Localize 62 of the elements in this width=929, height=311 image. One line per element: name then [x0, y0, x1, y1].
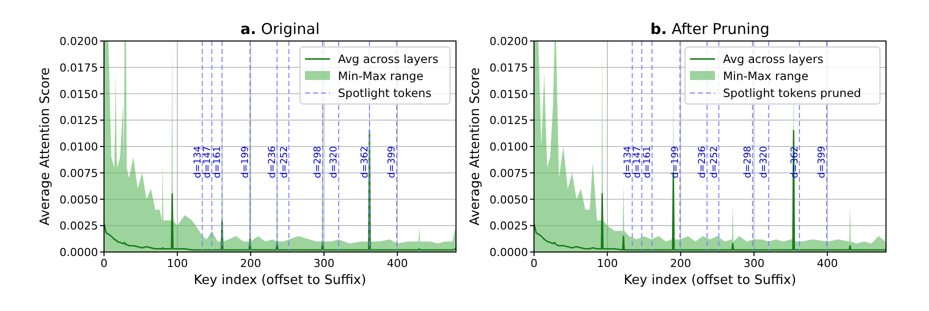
y-tick-label: 0.0000 — [490, 246, 528, 259]
ref-line-label: d=199 — [240, 146, 251, 178]
legend-label: Avg across layers — [723, 52, 824, 66]
ref-line-label: d=399 — [816, 146, 828, 178]
x-tick-label: 400 — [386, 257, 408, 270]
y-axis-title: Average Attention Score — [38, 67, 53, 226]
ref-line-label: d=161 — [642, 146, 654, 178]
y-tick-label: 0.0025 — [490, 220, 528, 233]
y-tick-label: 0.0050 — [60, 193, 98, 206]
y-tick-label: 0.0125 — [60, 114, 98, 128]
x-tick-label: 0 — [530, 257, 538, 270]
ref-line-label: d=147 — [202, 146, 213, 178]
ref-line-label: d=252 — [708, 146, 720, 178]
ref-line-label: d=362 — [359, 146, 370, 178]
annotation: Spotlight tokens pruned — [723, 86, 862, 100]
ref-line-label: d=236 — [267, 146, 278, 178]
chart-title: a. Original — [240, 20, 320, 38]
legend-label: Avg across layers — [338, 52, 438, 66]
ref-line-label: d=236 — [697, 146, 708, 178]
y-tick-label: 0.0125 — [490, 114, 528, 128]
ref-line-label: d=252 — [278, 146, 290, 178]
ref-line-label: d=362 — [789, 146, 800, 178]
line-series — [534, 130, 886, 251]
y-tick-label: 0.0175 — [490, 61, 528, 74]
x-tick-label: 400 — [816, 257, 838, 270]
ref-line-label: d=161 — [212, 146, 224, 178]
x-tick-label: 300 — [744, 257, 764, 270]
y-tick-label: 0.0100 — [490, 140, 528, 154]
ref-line-label: d=147 — [632, 146, 643, 178]
x-tick-label: 200 — [670, 257, 692, 270]
y-axis-title: Average Attention Score — [468, 67, 483, 226]
ref-line-label: d=298 — [312, 146, 324, 178]
annotation: Spotlight tokens — [338, 86, 432, 100]
ref-line-label: d=320 — [758, 146, 770, 178]
x-tick-label: 0 — [100, 257, 108, 270]
legend-label: Min-Max range — [723, 69, 808, 83]
ref-line-label: d=320 — [328, 146, 340, 178]
ref-line-label: d=399 — [386, 146, 398, 178]
x-axis-title: Key index (offset to Suffix) — [624, 273, 796, 288]
y-tick-label: 0.0075 — [490, 166, 528, 180]
x-axis-title: Key index (offset to Suffix) — [194, 273, 366, 288]
chart-title: b. After Pruning — [650, 20, 770, 38]
y-tick-label: 0.0175 — [60, 61, 98, 74]
y-tick-label: 0.0200 — [490, 35, 528, 48]
ref-line-label: d=298 — [742, 146, 754, 178]
ref-line-label: d=134 — [622, 146, 634, 178]
x-tick-label: 300 — [314, 257, 334, 270]
ref-line-label: d=199 — [670, 146, 681, 178]
y-tick-label: 0.0150 — [60, 88, 98, 101]
x-tick-label: 200 — [240, 257, 262, 270]
line-series — [104, 130, 456, 251]
y-tick-label: 0.0050 — [490, 193, 528, 206]
x-tick-label: 100 — [596, 257, 618, 270]
x-tick-label: 100 — [166, 257, 188, 270]
y-tick-label: 0.0075 — [60, 166, 98, 180]
y-tick-label: 0.0100 — [60, 140, 98, 154]
y-tick-label: 0.0000 — [60, 246, 98, 259]
y-tick-label: 0.0200 — [60, 35, 98, 48]
legend-label: Min-Max range — [338, 69, 424, 83]
ref-line-label: d=134 — [192, 146, 204, 178]
y-tick-label: 0.0150 — [490, 88, 528, 101]
y-tick-label: 0.0025 — [60, 220, 98, 233]
